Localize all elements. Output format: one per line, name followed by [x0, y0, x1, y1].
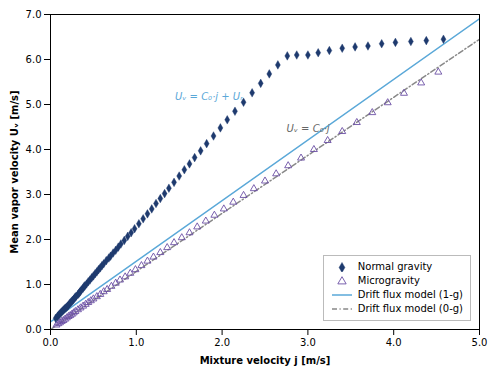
svg-text:Uᵥ = C₀·j: Uᵥ = C₀·j	[286, 123, 329, 134]
svg-text:4.0: 4.0	[26, 144, 42, 155]
svg-text:2.0: 2.0	[214, 337, 230, 348]
svg-text:Mean vapor velocity Uᵥ [m/s]: Mean vapor velocity Uᵥ [m/s]	[9, 90, 20, 253]
html-text:Drift flux model (0-g): Drift flux model (0-g)	[357, 303, 463, 314]
svg-text:Mixture velocity j [m/s]: Mixture velocity j [m/s]	[200, 355, 331, 366]
svg-text:3.0: 3.0	[300, 337, 316, 348]
svg-text:1.0: 1.0	[128, 337, 144, 348]
html-text:Normal gravity: Normal gravity	[357, 261, 433, 272]
html-text:Microgravity: Microgravity	[357, 275, 420, 286]
svg-text:5.0: 5.0	[472, 337, 488, 348]
svg-text:6.0: 6.0	[26, 54, 42, 65]
svg-text:1.0: 1.0	[26, 279, 42, 290]
svg-text:2.0: 2.0	[26, 234, 42, 245]
svg-text:Uᵥ = C₀·j + Uᵣ: Uᵥ = C₀·j + Uᵣ	[175, 91, 243, 102]
svg-text:5.0: 5.0	[26, 99, 42, 110]
svg-text:3.0: 3.0	[26, 189, 42, 200]
svg-text:0.0: 0.0	[43, 337, 59, 348]
svg-text:0.0: 0.0	[26, 324, 42, 335]
html-text:Drift flux model (1-g): Drift flux model (1-g)	[357, 289, 463, 300]
svg-text:7.0: 7.0	[26, 9, 42, 20]
svg-text:4.0: 4.0	[386, 337, 402, 348]
